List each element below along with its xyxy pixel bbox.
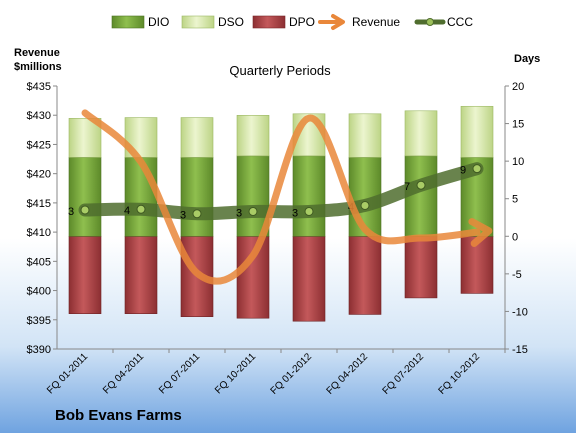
ccc-point <box>416 180 426 190</box>
right-tick-label: -5 <box>512 269 522 281</box>
ccc-line <box>78 162 484 221</box>
x-tick-label: FQ 10-2011 <box>213 351 258 396</box>
bar-dpo <box>68 235 102 314</box>
right-tick-label: -15 <box>512 344 528 356</box>
bar-dso <box>404 110 438 157</box>
bar-dso <box>460 105 494 158</box>
x-tick-label: FQ 04-2012 <box>325 351 371 397</box>
ccc-point <box>136 204 146 214</box>
x-tick-label: FQ 10-2012 <box>437 351 483 397</box>
left-axis-title-line2: $millions <box>14 61 62 73</box>
right-tick-label: -10 <box>512 306 528 318</box>
legend-label-dio: DIO <box>148 15 169 29</box>
bar-dio <box>68 157 102 237</box>
ccc-data-label: 3 <box>236 207 242 219</box>
bar-dio <box>236 155 270 237</box>
left-tick-label: $410 <box>27 227 51 239</box>
ccc-data-label: 4 <box>124 205 130 217</box>
bar-dio <box>292 155 326 237</box>
x-tick-label: FQ 07-2011 <box>157 351 202 396</box>
ccc-point <box>192 209 202 219</box>
ccc-data-label: 3 <box>68 206 74 218</box>
bar-dso <box>236 115 270 157</box>
x-tick-label: FQ 07-2012 <box>381 351 427 397</box>
bar-dpo <box>124 235 158 314</box>
bar-dso <box>180 117 214 158</box>
left-tick-label: $435 <box>27 81 51 93</box>
ccc-data-label: 3 <box>180 210 186 222</box>
left-tick-label: $420 <box>27 169 51 181</box>
bar-dpo <box>460 235 494 294</box>
company-name: Bob Evans Farms <box>55 407 182 424</box>
legend-label-ccc: CCC <box>447 15 473 29</box>
left-tick-label: $400 <box>27 286 51 298</box>
left-tick-label: $390 <box>27 344 51 356</box>
bars <box>68 105 494 322</box>
ccc-point <box>248 206 258 216</box>
legend: DIO DSO DPO Revenue CCC <box>111 14 473 30</box>
legend-label-revenue: Revenue <box>352 15 400 29</box>
left-axis-title-line1: Revenue <box>14 47 60 59</box>
right-tick-label: 20 <box>512 81 524 93</box>
legend-swatch-dpo <box>252 15 286 29</box>
right-tick-label: 10 <box>512 156 524 168</box>
bar-dpo <box>404 235 438 299</box>
bar-dpo <box>348 235 382 315</box>
left-tick-label: $415 <box>27 198 51 210</box>
legend-label-dso: DSO <box>218 15 244 29</box>
bar-dio <box>404 155 438 237</box>
bar-dpo <box>236 235 270 319</box>
legend-ccc-marker-icon <box>426 18 434 26</box>
ccc-data-label: 9 <box>460 165 466 177</box>
left-tick-label: $395 <box>27 315 51 327</box>
right-axis-title: Days <box>514 53 540 65</box>
bar-dio <box>124 157 158 237</box>
ccc-point <box>304 206 314 216</box>
ccc-point <box>472 164 482 174</box>
right-tick-label: 5 <box>512 194 518 206</box>
ccc-point <box>360 200 370 210</box>
right-tick-label: 15 <box>512 119 524 131</box>
revenue-line <box>81 109 481 285</box>
x-tick-label: FQ 04-2011 <box>101 351 146 396</box>
legend-swatch-dso <box>181 15 215 29</box>
ccc-point <box>80 205 90 215</box>
bar-dpo <box>292 235 326 322</box>
left-tick-label: $430 <box>27 110 51 122</box>
left-tick-label: $405 <box>27 256 51 268</box>
chart-title: Quarterly Periods <box>229 63 331 78</box>
ccc-data-label: 7 <box>404 181 410 193</box>
bar-dio <box>180 157 214 237</box>
legend-swatch-dio <box>111 15 145 29</box>
x-tick-label: FQ 01-2011 <box>45 351 90 396</box>
left-tick-label: $425 <box>27 139 51 151</box>
revenue-arrowhead <box>468 218 493 247</box>
x-tick-label: FQ 01-2012 <box>269 351 315 397</box>
right-tick-label: 0 <box>512 231 518 243</box>
legend-revenue-arrow-icon <box>318 14 345 30</box>
ccc-data-label: 3 <box>292 207 298 219</box>
bar-dso <box>348 113 382 158</box>
legend-label-dpo: DPO <box>289 15 315 29</box>
